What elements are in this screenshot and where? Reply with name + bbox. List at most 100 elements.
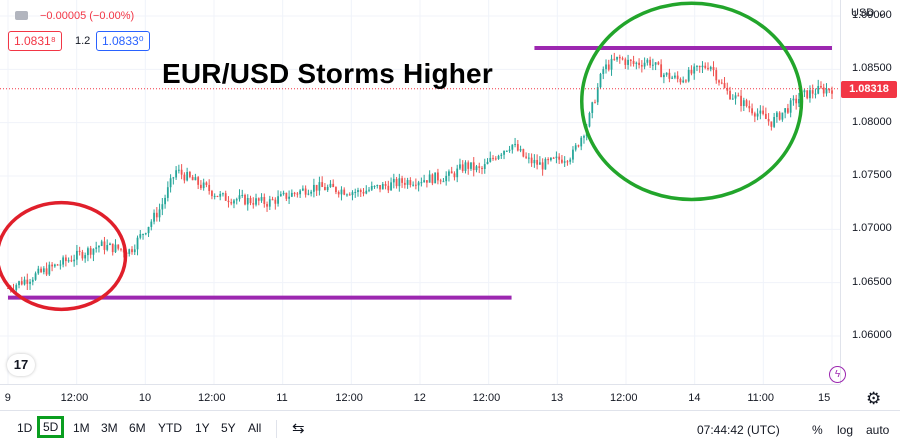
timeframe-1d[interactable]: 1D xyxy=(17,421,33,435)
y-tick-label: 1.08500 xyxy=(852,62,892,75)
auto-toggle[interactable]: auto xyxy=(866,423,890,437)
currency-selector[interactable]: USD ⌄ xyxy=(851,7,887,19)
candle-body xyxy=(651,64,654,66)
candle-body xyxy=(332,183,335,188)
candle-body xyxy=(109,243,111,245)
buy-price-button[interactable]: 1.0833⁰ xyxy=(96,31,150,51)
candle-body xyxy=(211,190,213,197)
candle-body xyxy=(734,95,737,99)
candle-body xyxy=(348,194,351,196)
sell-price-button[interactable]: 1.0831⁸ xyxy=(8,31,62,51)
candle-body xyxy=(729,90,731,100)
candle-body xyxy=(638,62,640,66)
candle-body xyxy=(596,87,599,103)
candle-body xyxy=(45,268,48,275)
log-toggle[interactable]: log xyxy=(837,423,854,437)
timeframe-3m[interactable]: 3M xyxy=(101,421,118,435)
candle-body xyxy=(536,159,539,165)
candle-body xyxy=(288,196,290,199)
compare-icon[interactable]: ⇆ xyxy=(292,420,305,437)
candle-body xyxy=(822,87,825,94)
candle-body xyxy=(676,75,679,79)
candle-body xyxy=(290,192,293,197)
gear-icon[interactable]: ⚙ xyxy=(866,389,882,408)
candle-body xyxy=(569,159,572,162)
candle-body xyxy=(461,164,464,171)
candle-body xyxy=(84,255,87,259)
candle-body xyxy=(709,67,712,70)
candle-body xyxy=(310,191,313,194)
candle-body xyxy=(197,177,200,185)
timeframe-1m[interactable]: 1M xyxy=(73,421,90,435)
flash-icon[interactable]: ϟ xyxy=(829,366,846,383)
candle-body xyxy=(266,204,268,207)
price-axis[interactable]: USD ⌄ 1.09000 1.08500 1.08000 1.07500 1.0700… xyxy=(840,0,900,384)
candle-body xyxy=(326,186,329,191)
timeframe-5d[interactable]: 5D xyxy=(37,416,65,438)
candle-body xyxy=(671,77,674,79)
candle-body xyxy=(778,112,781,120)
candle-body xyxy=(301,188,304,191)
candle-body xyxy=(806,90,809,99)
candle-body xyxy=(285,192,288,199)
price-chart[interactable] xyxy=(0,0,840,384)
candle-body xyxy=(483,164,486,169)
candle-body xyxy=(450,171,453,174)
candle-body xyxy=(696,65,698,67)
candle-body xyxy=(67,260,70,262)
candle-body xyxy=(533,159,536,164)
candle-body xyxy=(95,247,98,249)
candle-body xyxy=(401,178,403,183)
candle-body xyxy=(748,106,751,109)
candle-body xyxy=(594,102,596,104)
candle-body xyxy=(31,279,34,282)
candle-body xyxy=(428,174,431,183)
time-axis[interactable]: 9 12:00 10 12:00 11 12:00 12 12:00 13 12:00 14 11:0… xyxy=(0,384,840,411)
candle-body xyxy=(403,182,406,185)
timeframe-1y[interactable]: 1Y xyxy=(195,421,210,435)
candle-body xyxy=(365,190,368,194)
candle-body xyxy=(437,172,439,181)
candle-body xyxy=(274,199,277,204)
candle-body xyxy=(7,288,9,289)
candle-body xyxy=(516,144,519,151)
candle-body xyxy=(566,161,569,163)
candle-body xyxy=(87,248,89,256)
candle-body xyxy=(213,195,216,197)
x-tick-label: 12:00 xyxy=(198,392,226,404)
candle-body xyxy=(828,88,831,91)
candle-body xyxy=(775,112,778,118)
candle-body xyxy=(798,99,800,104)
candle-body xyxy=(279,194,282,197)
candle-body xyxy=(142,234,144,236)
candle-body xyxy=(161,204,164,210)
percent-toggle[interactable]: % xyxy=(812,423,823,437)
collapse-legend-button[interactable] xyxy=(15,11,28,20)
candle-body xyxy=(208,184,211,191)
candle-body xyxy=(693,66,696,74)
y-tick-label: 1.08000 xyxy=(852,115,892,128)
x-tick-label: 12:00 xyxy=(472,392,501,404)
candle-body xyxy=(602,69,605,74)
candle-body xyxy=(144,233,147,235)
candle-body xyxy=(133,249,136,253)
candle-body xyxy=(792,98,795,101)
candle-body xyxy=(293,192,296,194)
x-tick-label: 14 xyxy=(688,392,701,404)
candle-body xyxy=(414,184,417,186)
candle-body xyxy=(370,186,373,190)
timeframe-all[interactable]: All xyxy=(248,421,262,435)
timeframe-6m[interactable]: 6M xyxy=(129,421,146,435)
y-tick-label: 1.07000 xyxy=(852,222,892,235)
tradingview-logo[interactable]: 17 xyxy=(7,354,35,376)
timeframe-ytd[interactable]: YTD xyxy=(158,421,182,435)
chart-area[interactable]: −0.00005 (−0.00%) 1.0831⁸ 1.2 1.0833⁰ EU… xyxy=(0,0,846,384)
candle-body xyxy=(268,199,271,207)
candle-body xyxy=(613,58,616,60)
candle-body xyxy=(53,264,56,267)
candle-body xyxy=(329,183,332,187)
timeframe-5y[interactable]: 5Y xyxy=(221,421,236,435)
candle-body xyxy=(720,82,723,84)
x-tick-label: 10 xyxy=(138,392,152,404)
candle-body xyxy=(770,121,773,127)
